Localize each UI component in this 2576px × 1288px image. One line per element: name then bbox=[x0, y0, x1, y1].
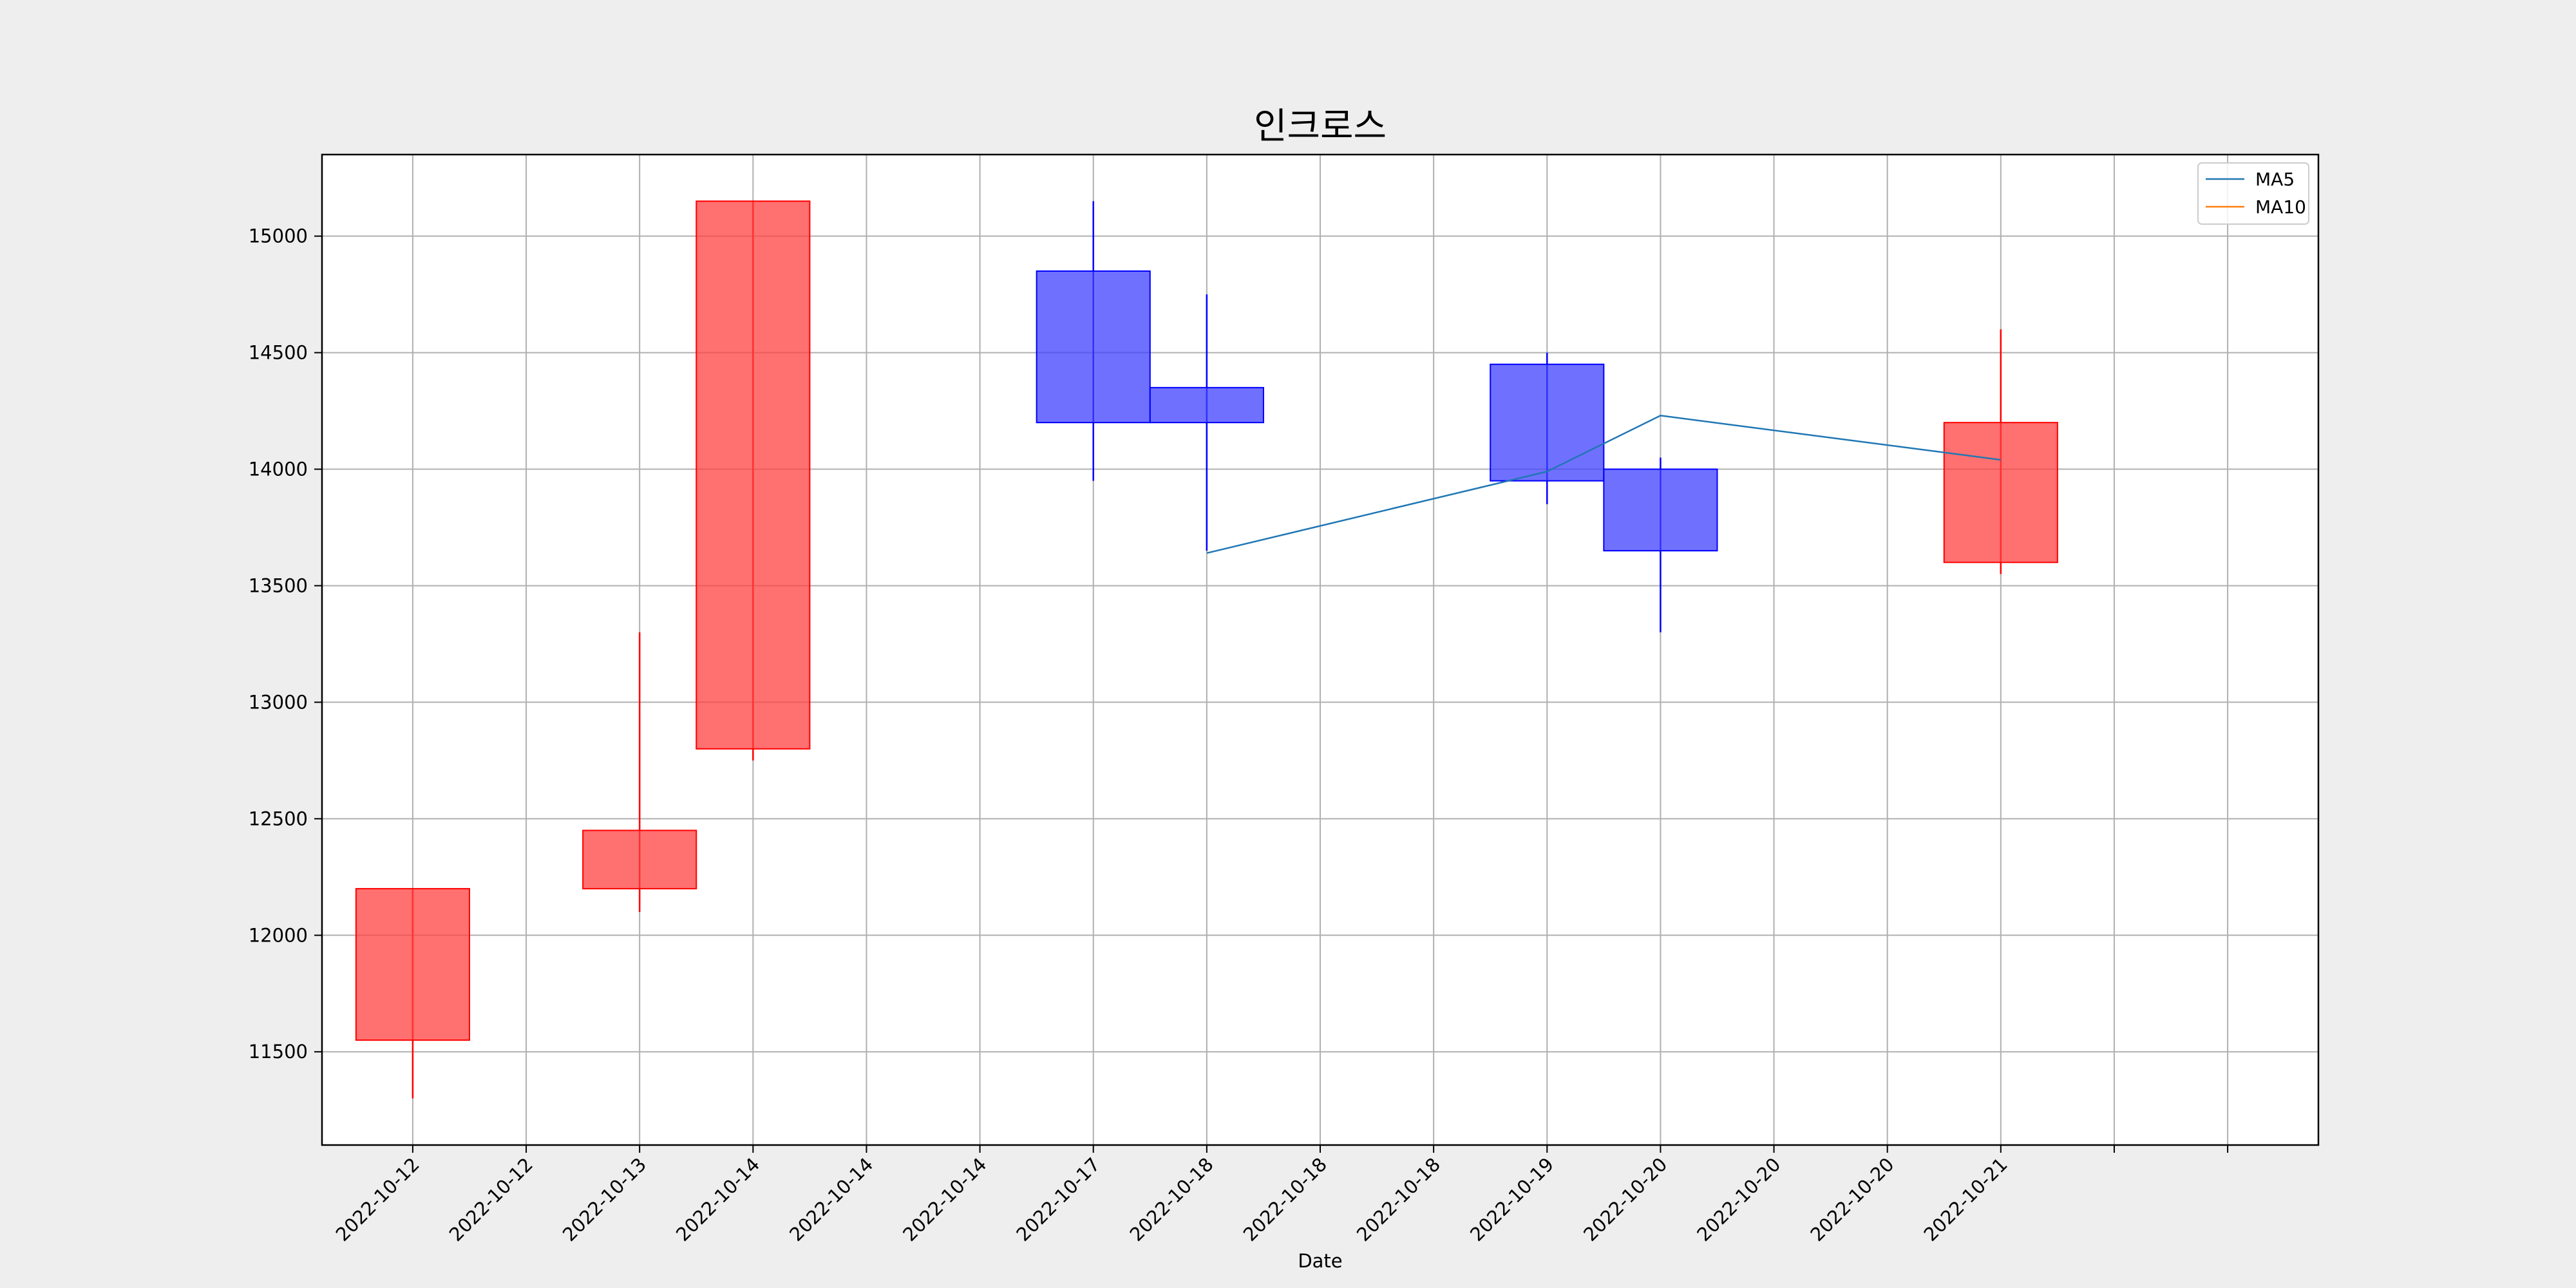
y-tick-label: 14500 bbox=[249, 342, 308, 364]
series-line-ma5 bbox=[1206, 415, 2001, 554]
candle-body bbox=[1036, 270, 1151, 424]
y-tick-label: 13500 bbox=[249, 574, 308, 596]
candle-body bbox=[1603, 468, 1718, 552]
y-tick-label: 12500 bbox=[249, 808, 308, 829]
y-tick-label: 11500 bbox=[249, 1041, 308, 1063]
moving-average-lines bbox=[1206, 415, 2001, 554]
legend-label-ma10: MA10 bbox=[2255, 196, 2306, 218]
candles bbox=[355, 200, 2058, 1099]
x-axis-label: Date bbox=[1298, 1250, 1342, 1272]
candle-body bbox=[1943, 422, 2058, 564]
candle-body bbox=[696, 200, 811, 750]
y-tick-label: 12000 bbox=[249, 924, 308, 946]
legend-label-ma5: MA5 bbox=[2255, 169, 2295, 190]
y-tick-label: 13000 bbox=[249, 691, 308, 713]
legend: MA5 MA10 bbox=[2197, 162, 2309, 225]
candle-body bbox=[582, 829, 697, 889]
y-tick-label: 15000 bbox=[249, 225, 308, 247]
chart-title: 인크로스 bbox=[1254, 106, 1387, 147]
candle-body bbox=[355, 887, 470, 1041]
candle-body bbox=[1149, 386, 1264, 424]
candle-body bbox=[1490, 363, 1605, 482]
y-tick-label: 14000 bbox=[249, 459, 308, 480]
y-axis: 11500 12000 12500 13000 13500 14000 14500 15000 bbox=[249, 225, 322, 1063]
